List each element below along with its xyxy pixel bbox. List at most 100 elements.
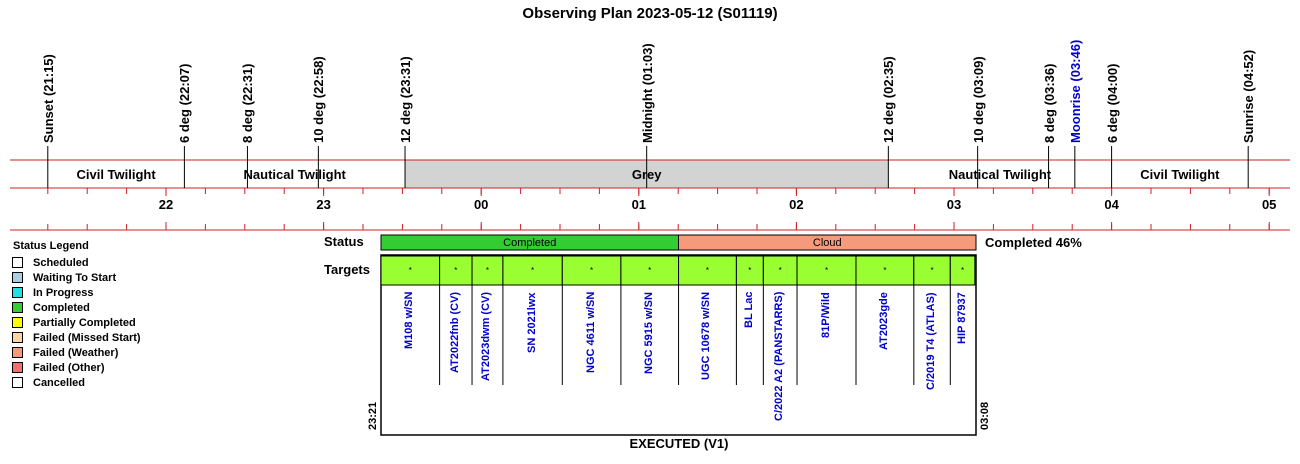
target-name: 81P/Wild [819, 292, 832, 338]
legend-item-label: Failed (Missed Start) [33, 331, 141, 344]
event-label: 12 deg (02:35) [881, 56, 897, 143]
event-label: 6 deg (22:07) [177, 63, 193, 143]
target-name: UGC 10678 w/SN [700, 291, 713, 380]
legend-item-label: In Progress [33, 286, 94, 299]
event-label: Sunrise (04:52) [1241, 49, 1257, 143]
target-marker: * [930, 266, 933, 275]
hour-tick-label: 00 [474, 197, 488, 212]
legend-swatch [12, 362, 23, 373]
legend-swatch [12, 287, 23, 298]
status-row-label: Status [324, 234, 364, 249]
legend-swatch [12, 377, 23, 388]
band-label: Nautical Twilight [244, 167, 347, 182]
target-marker: * [825, 266, 828, 275]
legend-item-label: Cancelled [33, 376, 85, 389]
target-name: HIP 87937 [955, 292, 968, 344]
legend-swatch [12, 317, 23, 328]
target-name: C/2019 T4 (ATLAS) [925, 292, 938, 390]
legend-item-label: Completed [33, 301, 90, 314]
band-bg [1111, 160, 1249, 188]
hour-tick-label: 05 [1262, 197, 1276, 212]
target-cell [471, 255, 504, 286]
legend-item: Failed (Weather) [12, 346, 118, 359]
event-label: 8 deg (03:36) [1041, 63, 1057, 143]
targets-row-label: Targets [324, 262, 370, 277]
legend-item-label: Waiting To Start [33, 271, 117, 284]
target-name: SN 2021lwx [525, 292, 538, 353]
band-bg [47, 160, 185, 188]
legend-item-label: Scheduled [33, 256, 89, 269]
legend-swatch [12, 272, 23, 283]
hour-tick-label: 02 [789, 197, 803, 212]
legend-item: Failed (Missed Start) [12, 331, 141, 344]
target-marker: * [454, 266, 457, 275]
legend-item: Partially Completed [12, 316, 136, 329]
target-cell [678, 255, 737, 286]
end-time-label: 03:08 [979, 401, 991, 430]
target-marker: * [531, 266, 534, 275]
footer-label: EXECUTED (V1) [629, 436, 729, 451]
target-marker: * [590, 266, 593, 275]
target-name: AT2022fnb (CV) [448, 291, 461, 373]
target-cell [735, 255, 764, 286]
completion-text: Completed 46% [985, 235, 1082, 250]
hour-tick-label: 22 [159, 197, 173, 212]
target-cell [949, 255, 976, 286]
status-bar-label: Cloud [813, 237, 842, 249]
event-label: 10 deg (03:09) [970, 56, 986, 143]
hour-tick-label: 04 [1104, 197, 1119, 212]
target-marker: * [961, 266, 964, 275]
legend-item: Failed (Other) [12, 361, 105, 374]
target-marker: * [486, 266, 489, 275]
target-name: BL Lac [742, 291, 755, 328]
band-label: Civil Twilight [1140, 167, 1220, 182]
legend-item: Cancelled [12, 376, 85, 389]
band-label: Civil Twilight [76, 167, 156, 182]
targets-frame [380, 254, 977, 436]
event-label: Sunset (21:15) [40, 54, 56, 143]
hour-tick-label: 23 [316, 197, 330, 212]
target-name: AT2023gde [877, 292, 890, 350]
legend-item-label: Failed (Other) [33, 361, 105, 374]
start-time-label: 23:21 [367, 401, 379, 430]
event-label: 12 deg (23:31) [398, 56, 414, 143]
legend-item-label: Failed (Weather) [33, 346, 119, 359]
legend-item: Completed [12, 301, 90, 314]
target-cell [620, 255, 680, 286]
target-name: NGC 5915 w/SN [642, 292, 655, 374]
event-label: Moonrise (03:46) [1067, 39, 1083, 143]
target-marker: * [409, 266, 412, 275]
legend-swatch [12, 347, 23, 358]
target-marker: * [779, 266, 782, 275]
event-label: 8 deg (22:31) [240, 63, 256, 143]
legend-item-label: Partially Completed [33, 316, 136, 329]
target-marker: * [883, 266, 886, 275]
legend-swatch [12, 257, 23, 268]
legend-swatch [12, 332, 23, 343]
status-bar [678, 234, 977, 251]
target-marker: * [706, 266, 709, 275]
legend-item: Scheduled [12, 256, 89, 269]
target-name: M108 w/SN [403, 291, 416, 349]
legend-swatch [12, 302, 23, 313]
target-marker: * [648, 266, 651, 275]
page-title: Observing Plan 2023-05-12 (S01119) [522, 5, 778, 22]
event-label: Midnight (01:03) [639, 43, 655, 143]
status-bar-label: Completed [503, 237, 556, 249]
band-bg [184, 160, 406, 188]
hour-tick-label: 01 [632, 197, 646, 212]
event-label: 6 deg (04:00) [1104, 63, 1120, 143]
band-label: Nautical Twilight [949, 167, 1052, 182]
target-cell [502, 255, 563, 286]
target-marker: * [748, 266, 751, 275]
target-name: AT2023dwm (CV) [480, 291, 493, 381]
event-label: 10 deg (22:58) [311, 56, 327, 143]
target-name: C/2022 A2 (PANSTARRS) [773, 291, 786, 421]
target-cell [913, 255, 951, 286]
legend-item: In Progress [12, 286, 94, 299]
target-cell [762, 255, 798, 286]
hour-tick-label: 03 [947, 197, 961, 212]
target-cell [439, 255, 473, 286]
